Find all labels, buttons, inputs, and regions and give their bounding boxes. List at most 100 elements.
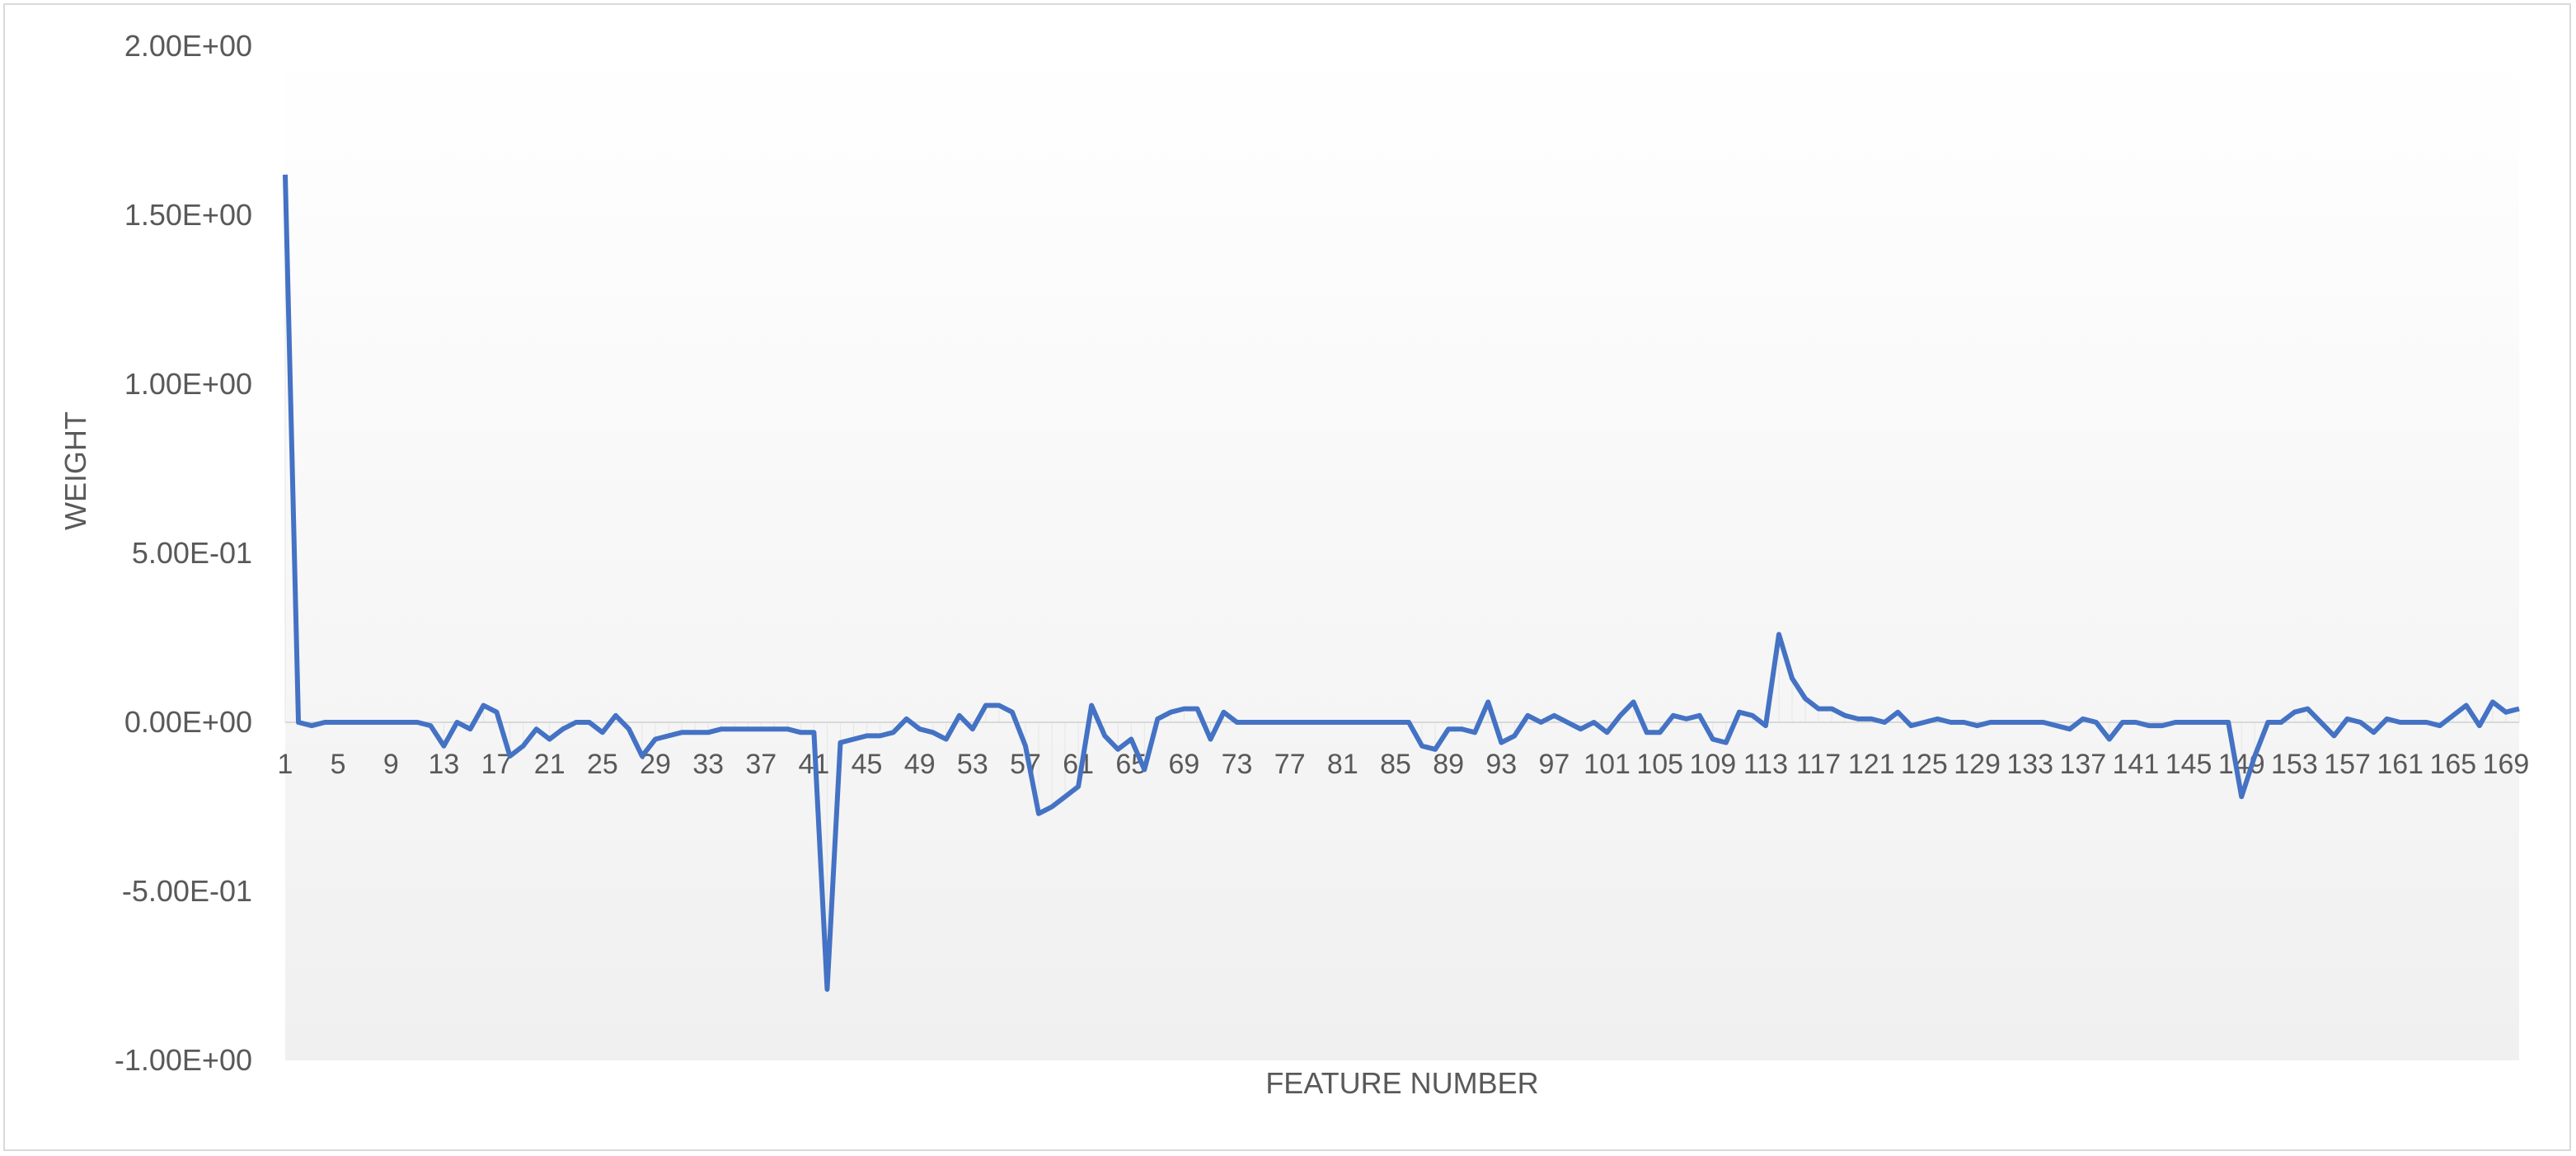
data-point [1340, 720, 1345, 725]
x-tick-label: 45 [852, 749, 883, 780]
data-point [1790, 676, 1795, 681]
data-point [2028, 720, 2033, 725]
data-point [1142, 767, 1147, 772]
data-point [811, 730, 816, 735]
data-point [1367, 720, 1372, 725]
data-point [878, 733, 883, 738]
x-tick-label: 125 [1901, 749, 1948, 780]
data-point [1605, 730, 1610, 735]
data-point [2015, 720, 2020, 725]
y-tick-label: 5.00E-01 [132, 536, 252, 570]
data-point [1354, 720, 1358, 725]
x-tick-label: 85 [1380, 749, 1411, 780]
data-point [2173, 720, 2178, 725]
data-point [2212, 720, 2217, 725]
data-point [1115, 747, 1120, 752]
data-point [1856, 717, 1860, 721]
y-tick-label: -1.00E+00 [115, 1043, 252, 1077]
data-point [574, 720, 579, 725]
data-point [2252, 754, 2257, 759]
data-point [441, 744, 446, 749]
data-point [2094, 720, 2099, 725]
data-point [2358, 720, 2363, 725]
data-point [1327, 720, 1332, 725]
plot-area [285, 46, 2519, 1060]
data-point [388, 720, 393, 725]
x-tick-label: 141 [2113, 749, 2160, 780]
data-point [1816, 707, 1821, 712]
data-point [1446, 726, 1451, 731]
data-point [349, 720, 354, 725]
x-tick-label: 161 [2377, 749, 2424, 780]
x-tick-label: 77 [1274, 749, 1306, 780]
data-point [2332, 733, 2337, 738]
data-point [997, 703, 1002, 708]
data-point [838, 740, 842, 745]
x-tick-label: 81 [1327, 749, 1358, 780]
chart-frame: 2.00E+00 1.50E+00 1.00E+00 5.00E-01 0.00E+00… [3, 3, 2571, 1151]
data-point [745, 726, 750, 731]
data-point [2160, 723, 2165, 728]
x-tick-label: 1 [278, 749, 293, 780]
data-point [865, 733, 870, 738]
data-point [931, 730, 936, 735]
data-point [1222, 710, 1227, 715]
x-tick-label: 33 [692, 749, 724, 780]
data-point [495, 710, 500, 715]
data-point [824, 987, 829, 992]
data-point [2464, 703, 2469, 708]
data-point [2411, 720, 2416, 725]
x-tick-label: 129 [1954, 749, 2001, 780]
data-point [1049, 805, 1054, 810]
x-tick-label: 73 [1222, 749, 1253, 780]
data-point [1737, 710, 1742, 715]
data-point [1499, 740, 1504, 745]
data-point [640, 754, 645, 759]
data-point [1750, 713, 1755, 718]
data-point [1406, 720, 1411, 725]
x-axis-ticks: 1 5 9 13 17 21 25 29 33 37 41 45 49 53 57 61 65 69 73 77 81 8… [278, 749, 2530, 780]
data-point [2199, 720, 2204, 725]
data-point [2239, 794, 2244, 799]
data-point [2186, 720, 2191, 725]
data-point [2305, 707, 2310, 712]
data-point [970, 726, 975, 731]
x-tick-label: 113 [1743, 749, 1788, 780]
data-point [375, 720, 380, 725]
data-point [983, 703, 988, 708]
data-point [1525, 713, 1530, 718]
data-point [481, 703, 486, 708]
data-point [2133, 720, 2138, 725]
data-point [335, 720, 340, 725]
series-layer [283, 174, 2520, 992]
data-point [1935, 717, 1940, 721]
data-point [1882, 720, 1887, 725]
x-tick-label: 145 [2165, 749, 2212, 780]
data-point [600, 730, 605, 735]
y-axis-title: WEIGHT [59, 411, 92, 530]
data-point [1168, 710, 1173, 715]
data-point [1459, 726, 1464, 731]
x-tick-label: 121 [1848, 749, 1895, 780]
data-point [666, 733, 671, 738]
data-point [1063, 794, 1067, 799]
x-tick-label: 21 [534, 749, 565, 780]
data-point [309, 723, 314, 728]
data-point [2424, 720, 2429, 725]
data-point [587, 720, 592, 725]
data-point [798, 730, 803, 735]
data-point [1512, 733, 1517, 738]
data-point [653, 737, 658, 742]
data-point [891, 730, 896, 735]
data-point [547, 737, 552, 742]
data-point [2503, 710, 2508, 715]
data-point [1485, 699, 1490, 704]
x-tick-label: 13 [429, 749, 460, 780]
x-tick-label: 169 [2483, 749, 2530, 780]
y-axis-ticks: 2.00E+00 1.50E+00 1.00E+00 5.00E-01 0.00E+00… [115, 29, 252, 1077]
data-point [1393, 720, 1398, 725]
data-point [2438, 723, 2442, 728]
data-point [2318, 720, 2323, 725]
data-point [692, 730, 697, 735]
x-tick-label: 165 [2429, 749, 2476, 780]
